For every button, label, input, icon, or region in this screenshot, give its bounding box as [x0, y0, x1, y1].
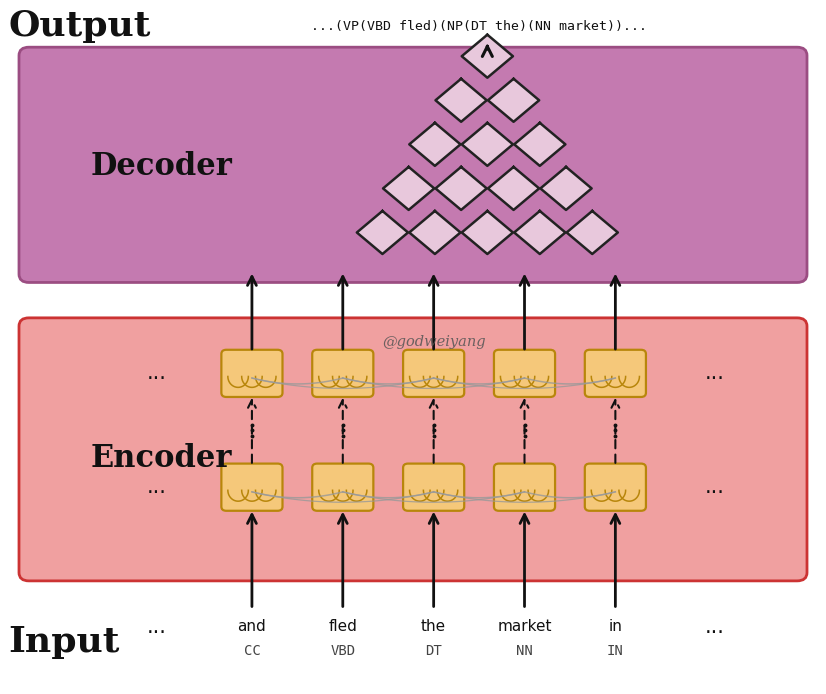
- Polygon shape: [567, 211, 618, 254]
- Text: DT: DT: [425, 644, 442, 658]
- Text: ...: ...: [147, 364, 167, 383]
- Polygon shape: [462, 123, 513, 166]
- Text: IN: IN: [607, 644, 624, 658]
- Text: and: and: [238, 619, 266, 634]
- Polygon shape: [488, 167, 539, 210]
- Text: NN: NN: [516, 644, 533, 658]
- Text: market: market: [497, 619, 552, 634]
- Polygon shape: [410, 123, 461, 166]
- Text: ...(VP(VBD fled)(NP(DT the)(NN market))...: ...(VP(VBD fled)(NP(DT the)(NN market)).…: [311, 20, 647, 33]
- Text: Input: Input: [8, 625, 120, 659]
- Text: Decoder: Decoder: [91, 151, 233, 182]
- Polygon shape: [435, 167, 487, 210]
- Text: ...: ...: [705, 617, 724, 636]
- Text: in: in: [609, 619, 622, 634]
- FancyBboxPatch shape: [221, 350, 282, 397]
- FancyBboxPatch shape: [312, 350, 373, 397]
- Polygon shape: [462, 35, 513, 78]
- FancyBboxPatch shape: [221, 464, 282, 511]
- Polygon shape: [410, 211, 461, 254]
- FancyBboxPatch shape: [19, 47, 807, 282]
- Text: CC: CC: [244, 644, 260, 658]
- Text: ...: ...: [147, 617, 167, 636]
- Polygon shape: [383, 167, 434, 210]
- Text: fled: fled: [329, 619, 357, 634]
- FancyBboxPatch shape: [19, 318, 807, 581]
- Text: ...: ...: [705, 477, 724, 497]
- Polygon shape: [488, 78, 539, 122]
- Polygon shape: [514, 123, 566, 166]
- FancyBboxPatch shape: [312, 464, 373, 511]
- Text: @godweiyang: @godweiyang: [382, 335, 486, 349]
- Polygon shape: [462, 211, 513, 254]
- FancyBboxPatch shape: [494, 350, 555, 397]
- Text: ...: ...: [705, 364, 724, 383]
- Text: the: the: [421, 619, 446, 634]
- Text: VBD: VBD: [330, 644, 355, 658]
- Text: Output: Output: [8, 10, 150, 43]
- Text: Encoder: Encoder: [91, 443, 232, 473]
- Polygon shape: [515, 211, 566, 254]
- Polygon shape: [435, 78, 487, 122]
- FancyBboxPatch shape: [403, 350, 464, 397]
- FancyBboxPatch shape: [585, 350, 646, 397]
- Text: ...: ...: [147, 477, 167, 497]
- Polygon shape: [357, 211, 408, 254]
- FancyBboxPatch shape: [494, 464, 555, 511]
- FancyBboxPatch shape: [585, 464, 646, 511]
- Polygon shape: [540, 167, 591, 210]
- FancyBboxPatch shape: [403, 464, 464, 511]
